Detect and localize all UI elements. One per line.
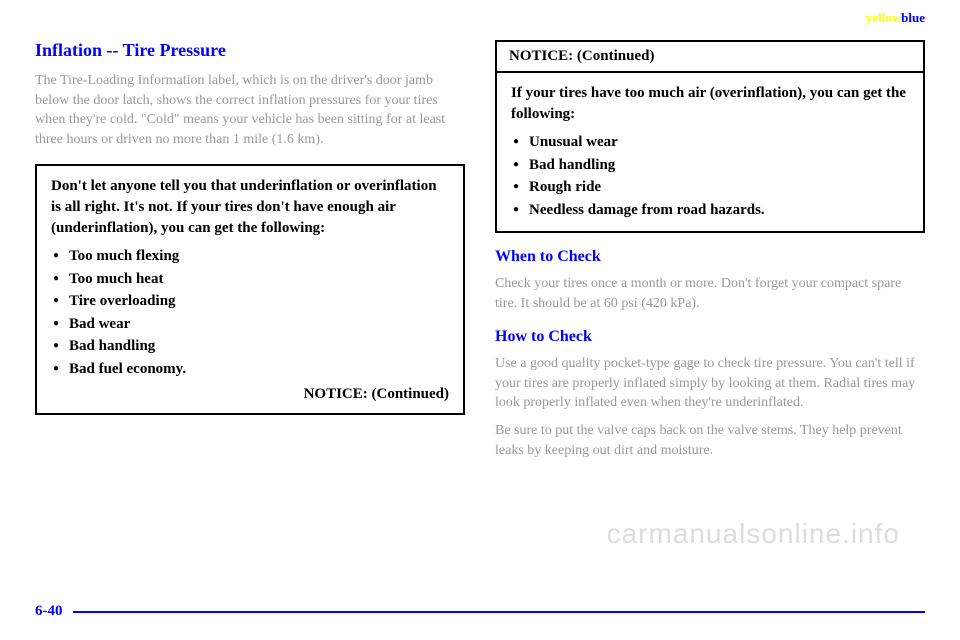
notice-intro-right: If your tires have too much air (overinf… (511, 83, 909, 125)
notice-list-left: Too much flexing Too much heat Tire over… (51, 245, 449, 380)
list-item: Unusual wear (511, 131, 909, 154)
when-to-check-text: Check your tires once a month or more. D… (495, 274, 925, 313)
list-item: Too much flexing (51, 245, 449, 268)
footer-line (73, 611, 926, 613)
header-mark: yellowblue (866, 10, 925, 26)
list-item: Tire overloading (51, 290, 449, 313)
notice-box-left: Don't let anyone tell you that underinfl… (35, 164, 465, 415)
notice-intro-left: Don't let anyone tell you that underinfl… (51, 176, 449, 239)
footer: 6-40 (35, 603, 925, 620)
notice-body-right: If your tires have too much air (overinf… (497, 73, 923, 231)
when-to-check-heading: When to Check (495, 248, 925, 266)
notice-body-left: Don't let anyone tell you that underinfl… (37, 166, 463, 413)
list-item: Too much heat (51, 268, 449, 291)
how-to-check-heading: How to Check (495, 328, 925, 346)
list-item: Needless damage from road hazards. (511, 199, 909, 222)
watermark: carmanualsonline.info (607, 518, 900, 550)
list-item: Rough ride (511, 176, 909, 199)
list-item: Bad fuel economy. (51, 358, 449, 381)
page-number: 6-40 (35, 603, 63, 620)
list-item: Bad handling (511, 154, 909, 177)
inflation-para: The Tire-Loading Information label, whic… (35, 71, 465, 149)
yellow-label: yellow (866, 10, 901, 25)
list-item: Bad handling (51, 335, 449, 358)
notice-continued-left: NOTICE: (Continued) (51, 386, 449, 403)
list-item: Bad wear (51, 313, 449, 336)
blue-label: blue (901, 10, 925, 25)
notice-header-right: NOTICE: (Continued) (497, 42, 923, 73)
content-columns: Inflation -- Tire Pressure The Tire-Load… (35, 40, 925, 468)
left-column: Inflation -- Tire Pressure The Tire-Load… (35, 40, 465, 468)
notice-box-right: NOTICE: (Continued) If your tires have t… (495, 40, 925, 233)
notice-list-right: Unusual wear Bad handling Rough ride Nee… (511, 131, 909, 221)
inflation-heading: Inflation -- Tire Pressure (35, 40, 465, 61)
right-column: NOTICE: (Continued) If your tires have t… (495, 40, 925, 468)
how-to-check-text2: Be sure to put the valve caps back on th… (495, 421, 925, 460)
how-to-check-text: Use a good quality pocket-type gage to c… (495, 354, 925, 413)
